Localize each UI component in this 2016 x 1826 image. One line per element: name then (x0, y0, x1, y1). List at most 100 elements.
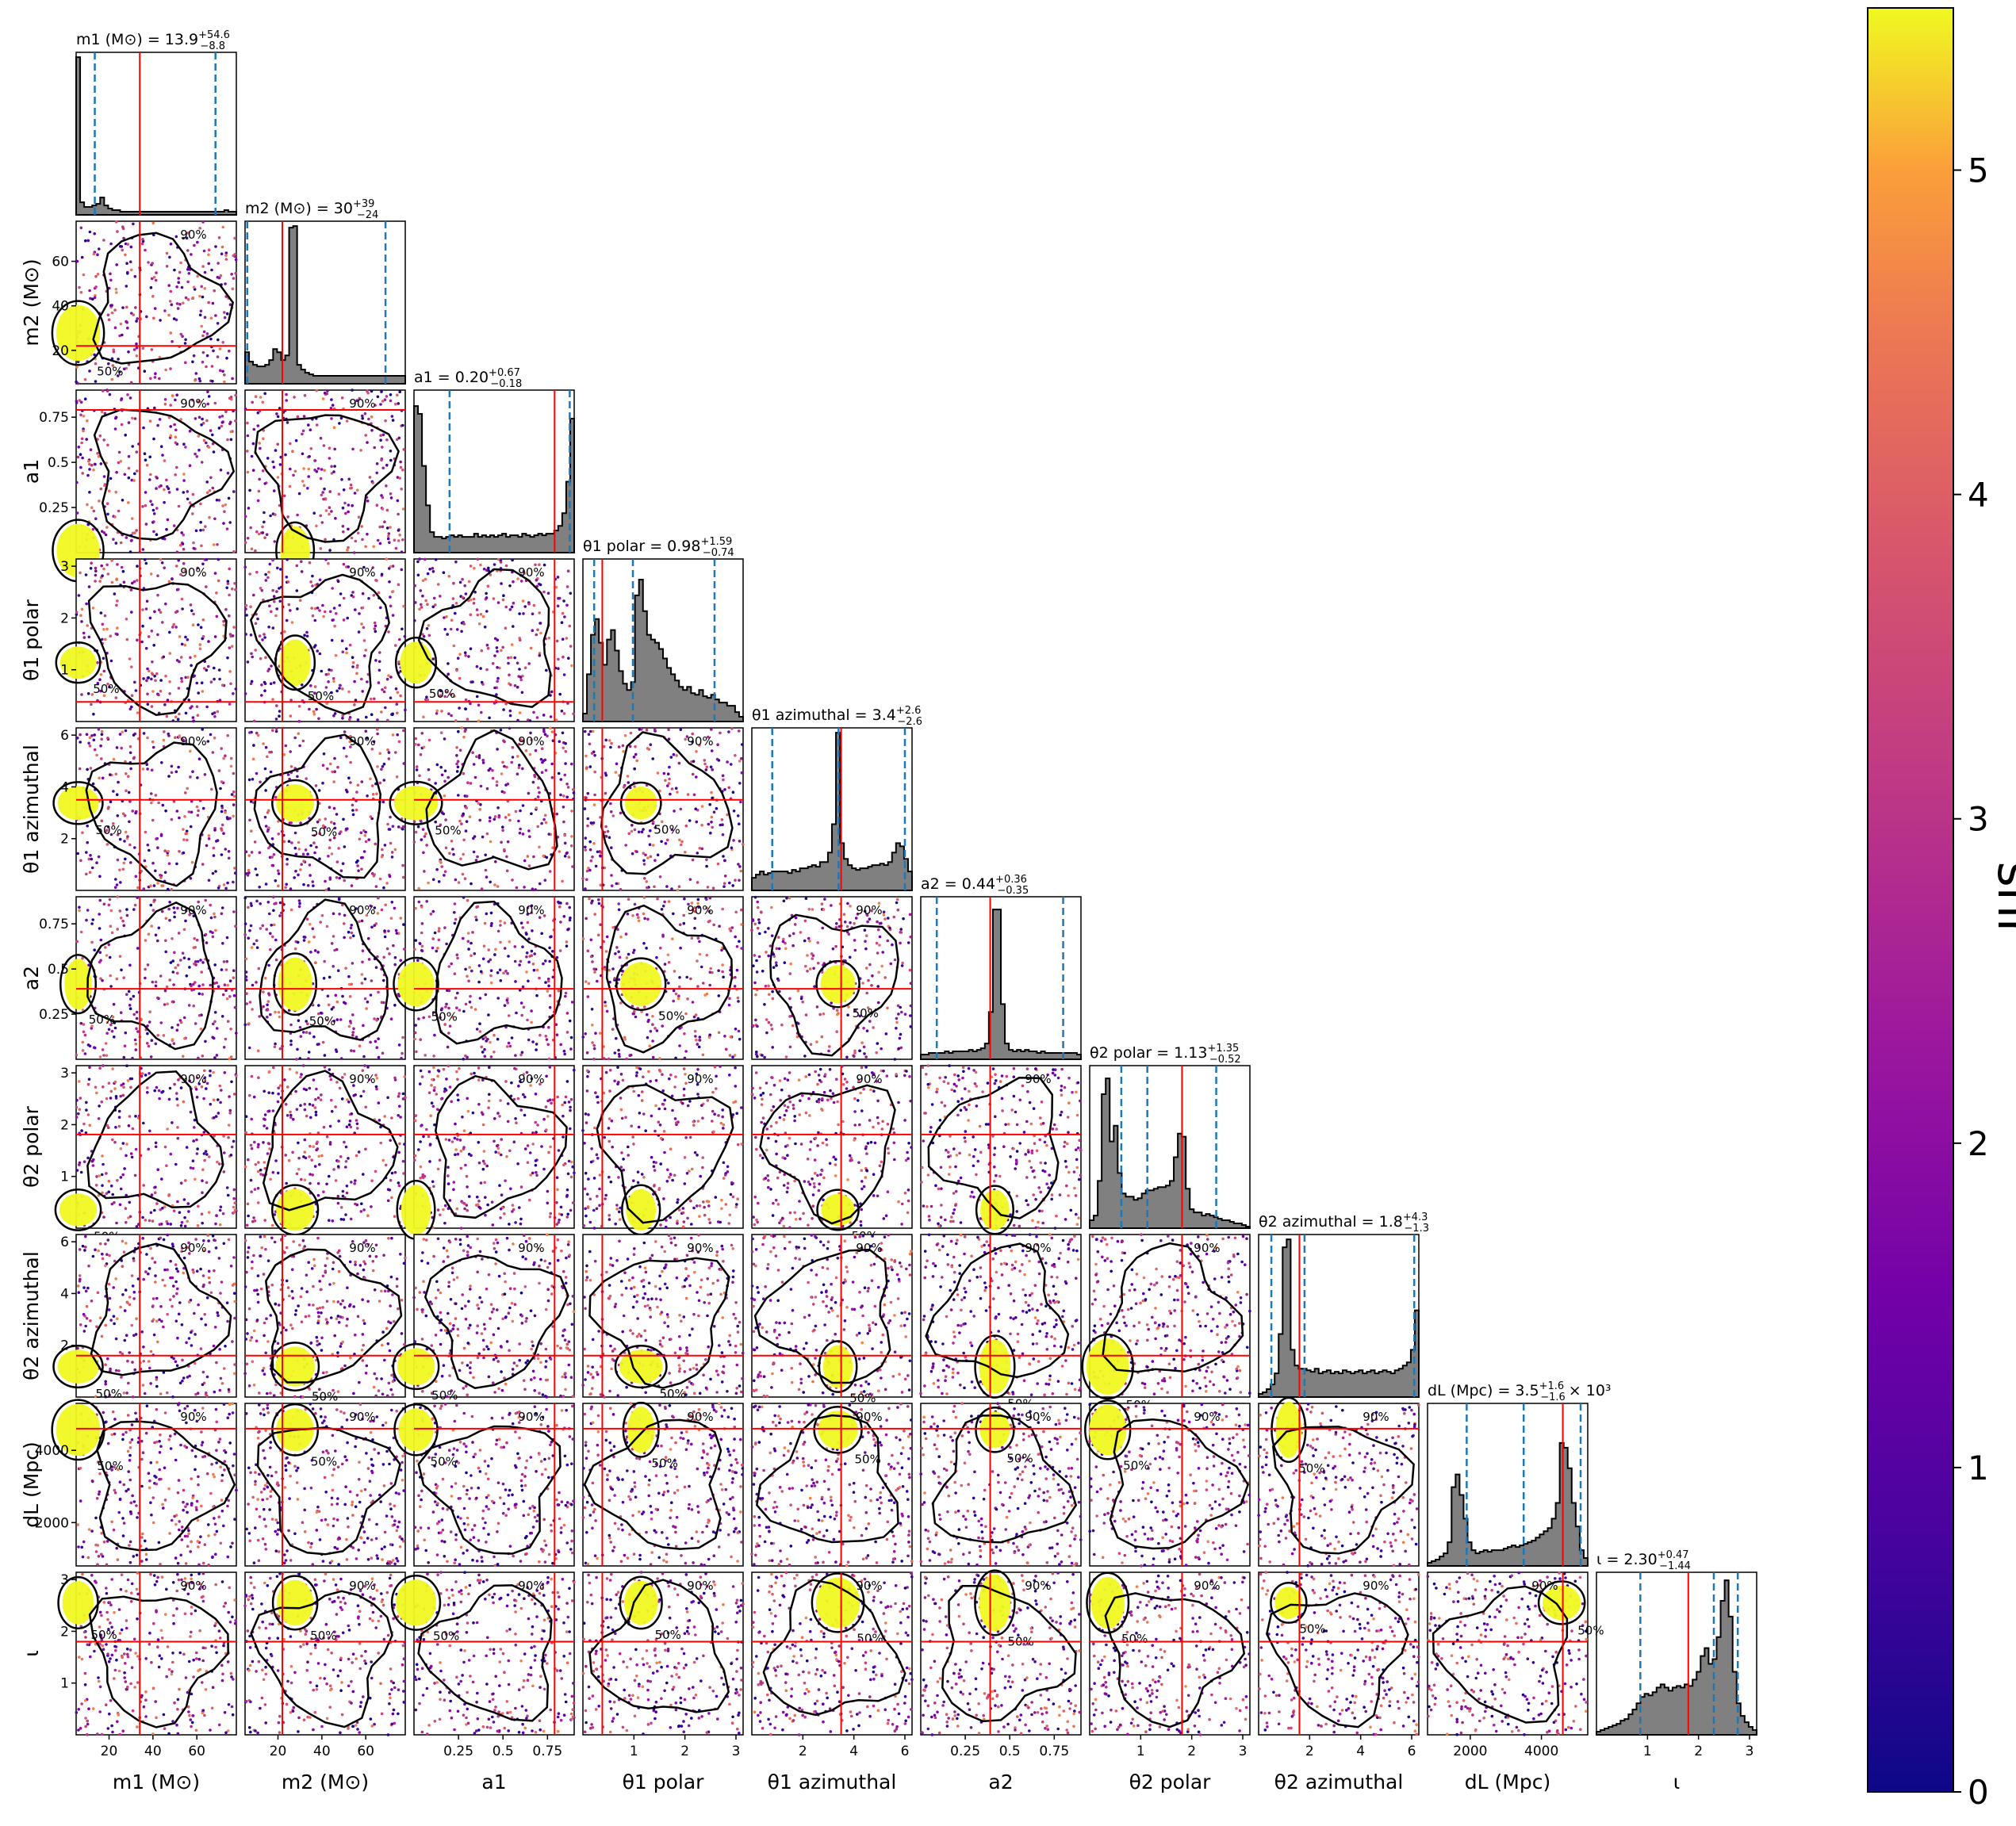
scatter-point (167, 907, 171, 911)
scatter-point (88, 369, 91, 373)
scatter-point (252, 719, 256, 723)
scatter-point (87, 1078, 91, 1081)
scatter-point (591, 1024, 594, 1027)
scatter-point (269, 932, 272, 936)
scatter-point (897, 1013, 900, 1016)
scatter-point (604, 1004, 607, 1008)
scatter-point (434, 782, 437, 785)
scatter-point (163, 730, 166, 733)
scatter-point (127, 775, 130, 778)
scatter-point (105, 1032, 109, 1035)
scatter-point (567, 856, 571, 859)
scatter-point (228, 614, 231, 618)
scatter-point (557, 989, 561, 993)
scatter-point (199, 626, 203, 630)
scatter-point (82, 1122, 86, 1126)
scatter-point (128, 1115, 132, 1118)
scatter-point (317, 789, 321, 792)
scatter-point (417, 743, 420, 747)
scatter-point (296, 415, 300, 419)
scatter-point (403, 634, 407, 638)
scatter-point (248, 572, 251, 576)
scatter-point (83, 1033, 87, 1037)
scatter-point (141, 548, 145, 551)
scatter-point (264, 656, 267, 659)
scatter-point (98, 898, 102, 902)
scatter-point (503, 1004, 507, 1007)
scatter-point (484, 868, 488, 872)
scatter-point (271, 729, 274, 732)
scatter-point (513, 683, 517, 687)
scatter-point (232, 1188, 236, 1192)
scatter-point (105, 1097, 109, 1101)
scatter-point (877, 970, 880, 974)
scatter-point (175, 302, 179, 305)
scatter-point (504, 626, 508, 630)
scatter-point (220, 424, 224, 428)
scatter-point (896, 908, 900, 912)
scatter-point (494, 860, 497, 863)
scatter-point (156, 1168, 159, 1171)
scatter-point (462, 812, 465, 816)
scatter-point (594, 864, 598, 868)
scatter-point (522, 612, 525, 615)
scatter-point (330, 398, 333, 401)
scatter-point (447, 989, 451, 993)
scatter-point (186, 249, 190, 252)
scatter-point (118, 733, 122, 736)
scatter-point (683, 1032, 686, 1035)
scatter-point (103, 614, 107, 618)
scatter-point (176, 307, 180, 310)
scatter-point (168, 630, 171, 634)
scatter-point (296, 607, 299, 611)
scatter-point (189, 825, 193, 829)
scatter-point (891, 943, 894, 947)
scatter-point (542, 730, 546, 733)
scatter-point (435, 712, 439, 715)
scatter-point (670, 787, 674, 791)
scatter-point (381, 1051, 385, 1055)
scatter-point (251, 983, 255, 987)
scatter-point (480, 649, 484, 653)
scatter-point (516, 718, 519, 722)
scatter-point (248, 488, 251, 492)
scatter-point (527, 662, 531, 665)
scatter-point (653, 859, 657, 862)
scatter-point (269, 947, 272, 951)
scatter-point (152, 275, 156, 279)
title-theta1_polar: θ1 polar = 0.98+1.59 −0.74 (583, 536, 734, 559)
scatter-point (525, 955, 528, 959)
scatter-point (458, 676, 462, 680)
scatter-point (154, 933, 158, 937)
scatter-point (151, 1219, 155, 1223)
scatter-point (155, 1202, 159, 1205)
scatter-points-m2-a1 (243, 389, 406, 554)
scatter-point (629, 731, 633, 735)
scatter-point (212, 846, 216, 850)
scatter-point (506, 840, 510, 844)
scatter-point (121, 333, 124, 337)
scatter-point (397, 583, 401, 587)
scatter-point (303, 634, 306, 637)
scatter-point (228, 303, 232, 307)
scatter-point (196, 776, 199, 779)
scatter-point (232, 692, 235, 695)
scatter-point (154, 278, 158, 282)
scatter-point (110, 1029, 114, 1033)
scatter-point (247, 868, 251, 872)
scatter-point (256, 617, 259, 621)
scatter-point (109, 773, 112, 776)
scatter-point (228, 1095, 231, 1098)
scatter-point (435, 867, 439, 871)
scatter-point (209, 429, 213, 432)
scatter-point (129, 381, 133, 385)
scatter-point (109, 278, 113, 282)
scatter-point (507, 1041, 511, 1045)
scatter-point (296, 775, 299, 779)
scatter-point (200, 423, 203, 427)
scatter-point (482, 567, 486, 571)
scatter-point (165, 527, 168, 531)
scatter-point (381, 525, 385, 529)
scatter-point (86, 909, 90, 912)
scatter-point (230, 793, 234, 796)
